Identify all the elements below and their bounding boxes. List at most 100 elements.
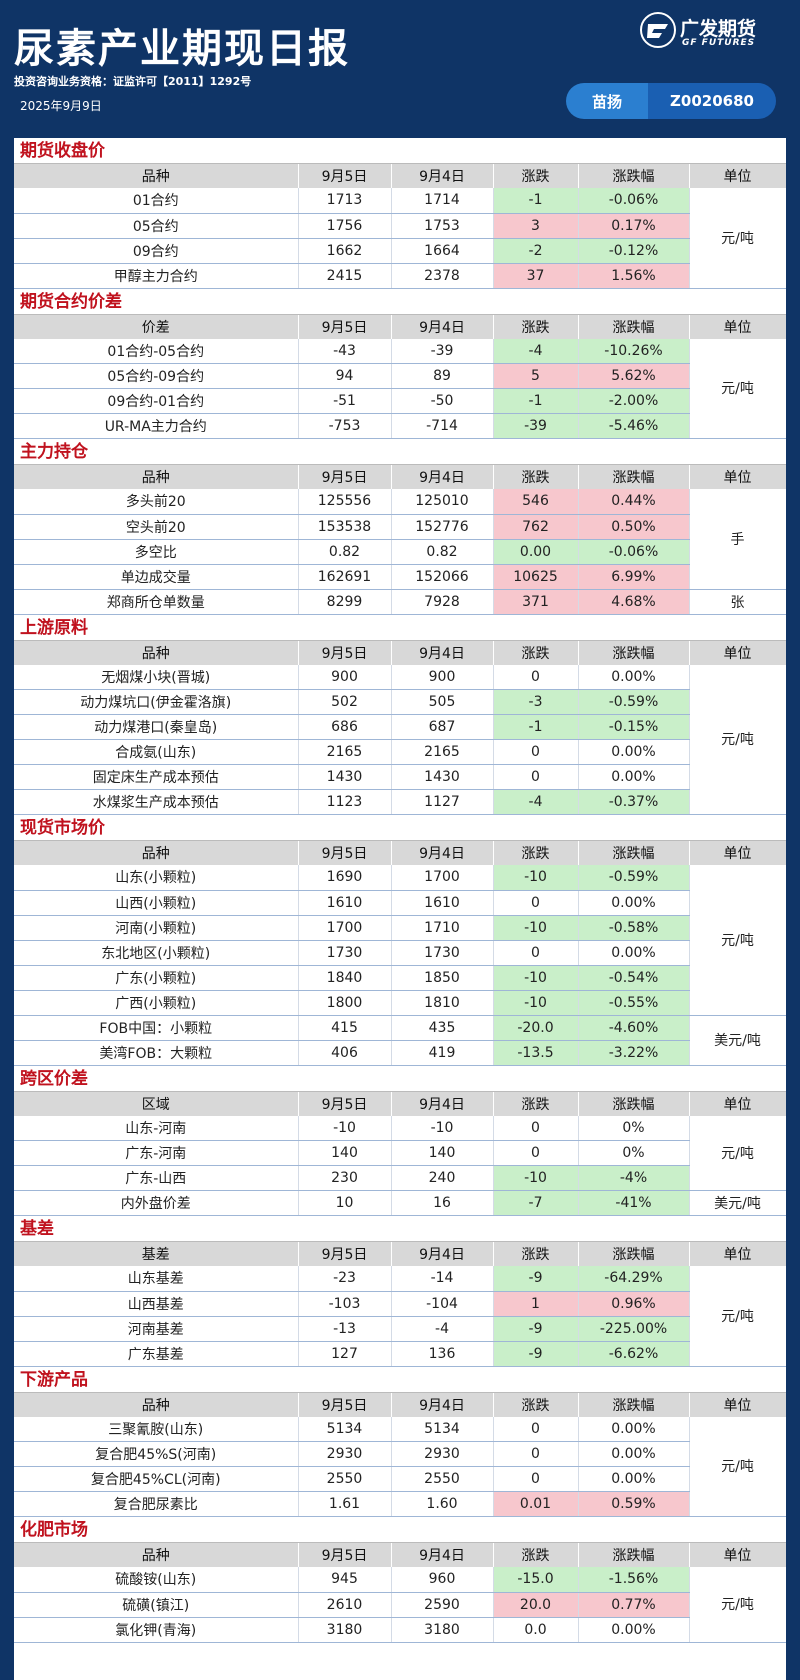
row-name: 09合约-01合约 xyxy=(14,388,299,414)
value-current: 162691 xyxy=(298,564,392,590)
change-value: 3 xyxy=(493,213,579,239)
section: 上游原料 品种 9月5日 9月4日 涨跌 涨跌幅 单位 无烟煤小块(晋城) 900 900 0 0.0… xyxy=(14,615,786,815)
row-name: 固定床生产成本预估 xyxy=(14,764,299,790)
column-header: 涨跌 xyxy=(493,1543,579,1567)
value-current: 230 xyxy=(298,1165,392,1191)
change-value: -4 xyxy=(493,789,579,815)
company-logo: 广发期货 GF FUTURES xyxy=(640,12,770,52)
table-row: 东北地区(小颗粒) 1730 1730 0 0.00% xyxy=(14,940,786,966)
change-value: 546 xyxy=(493,489,579,515)
table-row: 广东-山西 230 240 -10 -4% xyxy=(14,1165,786,1191)
column-header: 单位 xyxy=(689,1392,786,1417)
table-row: 05合约 1756 1753 3 0.17% xyxy=(14,213,786,239)
change-percent: 0.00% xyxy=(578,1441,690,1467)
column-header: 单位 xyxy=(689,314,786,339)
value-previous: 5134 xyxy=(391,1416,494,1442)
value-previous: 1664 xyxy=(391,238,494,264)
change-percent: -4.60% xyxy=(578,1015,690,1041)
row-name: 多头前20 xyxy=(14,489,299,515)
data-table: 品种 9月5日 9月4日 涨跌 涨跌幅 单位 多头前20 125556 125010 546 0.4… xyxy=(14,465,786,615)
change-value: -10 xyxy=(493,990,579,1016)
value-previous: 1700 xyxy=(391,865,494,891)
change-value: -9 xyxy=(493,1316,579,1342)
change-percent: 0.00% xyxy=(578,890,690,916)
change-value: 0 xyxy=(493,1140,579,1166)
change-value: -1 xyxy=(493,388,579,414)
column-header: 9月4日 xyxy=(391,640,494,665)
column-header: 品种 xyxy=(14,1543,299,1567)
row-name: 山东基差 xyxy=(14,1266,299,1292)
value-previous: 125010 xyxy=(391,489,494,515)
unit-cell: 元/吨 xyxy=(689,865,786,1016)
value-current: 1690 xyxy=(298,865,392,891)
value-previous: -104 xyxy=(391,1291,494,1317)
change-percent: 0.77% xyxy=(578,1592,690,1618)
section: 化肥市场 品种 9月5日 9月4日 涨跌 涨跌幅 单位 硫酸铵(山东) 945 960 -15.0-… xyxy=(14,1517,786,1643)
change-value: -10 xyxy=(493,1165,579,1191)
change-percent: 0.00% xyxy=(578,1466,690,1492)
column-header: 9月4日 xyxy=(391,1392,494,1417)
row-name: 多空比 xyxy=(14,539,299,565)
column-header: 涨跌幅 xyxy=(578,1392,690,1417)
column-header: 9月4日 xyxy=(391,164,494,188)
value-current: 2550 xyxy=(298,1466,392,1492)
table-row: 三聚氰胺(山东) 5134 5134 0 0.00% 元/吨 xyxy=(14,1416,786,1517)
unit-cell: 手 xyxy=(689,489,786,590)
value-previous: 2590 xyxy=(391,1592,494,1618)
change-percent: -64.29% xyxy=(578,1266,690,1292)
change-percent: -225.00% xyxy=(578,1316,690,1342)
column-header: 9月4日 xyxy=(391,465,494,489)
column-header: 9月5日 xyxy=(298,1242,392,1266)
column-header: 9月5日 xyxy=(298,1091,392,1116)
column-header: 涨跌 xyxy=(493,1392,579,1417)
value-previous: -714 xyxy=(391,413,494,439)
value-current: 140 xyxy=(298,1140,392,1166)
value-current: 686 xyxy=(298,714,392,740)
data-table: 品种 9月5日 9月4日 涨跌 涨跌幅 单位 无烟煤小块(晋城) 900 900 0 0.00% 元/… xyxy=(14,640,786,815)
change-value: -3 xyxy=(493,689,579,715)
value-current: 1.61 xyxy=(298,1491,392,1517)
column-header: 单位 xyxy=(689,841,786,865)
change-percent: -6.62% xyxy=(578,1341,690,1367)
table-header-row: 品种 9月5日 9月4日 涨跌 涨跌幅 单位 xyxy=(14,640,786,665)
unit-cell: 元/吨 xyxy=(689,1115,786,1191)
column-header: 9月5日 xyxy=(298,314,392,339)
value-current: 1430 xyxy=(298,764,392,790)
value-previous: 1714 xyxy=(391,188,494,214)
table-row: 山东基差 -23 -14 -9 -64.29% 元/吨 xyxy=(14,1266,786,1367)
column-header: 单位 xyxy=(689,1242,786,1266)
unit-cell: 元/吨 xyxy=(689,338,786,439)
value-current: 5134 xyxy=(298,1416,392,1442)
change-percent: -0.54% xyxy=(578,965,690,991)
report-title: 尿素产业期现日报 xyxy=(14,26,350,72)
column-header: 涨跌幅 xyxy=(578,1091,690,1116)
table-row: 郑商所仓单数量 8299 7928 371 4.68% 张 xyxy=(14,589,786,615)
row-name: FOB中国：小颗粒 xyxy=(14,1015,299,1041)
data-table: 品种 9月5日 9月4日 涨跌 涨跌幅 单位 01合约 1713 1714 -1 -0.06% 元/吨… xyxy=(14,164,786,289)
row-name: 05合约-09合约 xyxy=(14,363,299,389)
section-title: 上游原料 xyxy=(14,615,786,641)
column-header: 9月5日 xyxy=(298,640,392,665)
change-percent: 0.00% xyxy=(578,664,690,690)
change-value: 0 xyxy=(493,890,579,916)
value-previous: 2378 xyxy=(391,263,494,289)
table-row: 河南基差 -13 -4 -9 -225.00% xyxy=(14,1316,786,1342)
row-name: 硫磺(镇江) xyxy=(14,1592,299,1618)
table-header-row: 品种 9月5日 9月4日 涨跌 涨跌幅 单位 xyxy=(14,1543,786,1567)
change-percent: -10.26% xyxy=(578,338,690,364)
change-percent: -0.15% xyxy=(578,714,690,740)
row-name: 内外盘价差 xyxy=(14,1190,299,1216)
row-name: 01合约 xyxy=(14,188,299,214)
column-header: 涨跌 xyxy=(493,841,579,865)
row-name: 山东(小颗粒) xyxy=(14,865,299,891)
table-row: 01合约-05合约 -43 -39 -4 -10.26% 元/吨 xyxy=(14,338,786,439)
row-name: 广东基差 xyxy=(14,1341,299,1367)
change-percent: -3.22% xyxy=(578,1040,690,1066)
gf-logo-icon xyxy=(640,12,676,48)
section: 期货收盘价 品种 9月5日 9月4日 涨跌 涨跌幅 单位 01合约 1713 1714 -1 -0.0… xyxy=(14,138,786,289)
table-row: UR-MA主力合约 -753 -714 -39 -5.46% xyxy=(14,413,786,439)
change-value: 0 xyxy=(493,764,579,790)
row-name: 氯化钾(青海) xyxy=(14,1617,299,1643)
change-value: 1 xyxy=(493,1291,579,1317)
column-header: 品种 xyxy=(14,841,299,865)
